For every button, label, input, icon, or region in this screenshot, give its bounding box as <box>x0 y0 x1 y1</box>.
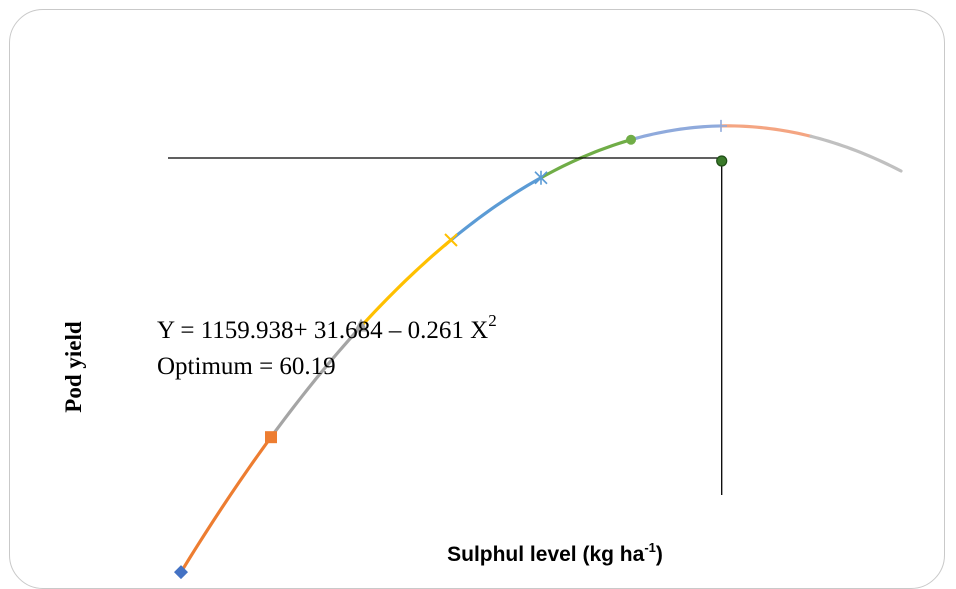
optimum-guides <box>168 155 728 495</box>
data-markers <box>174 119 727 579</box>
marker-x <box>444 233 458 247</box>
marker-plus <box>715 119 727 132</box>
optimum-point <box>716 155 728 167</box>
curve-segment <box>179 435 273 574</box>
curve-segment <box>719 124 813 138</box>
marker-star <box>534 170 548 185</box>
y-axis-label: Pod yield <box>61 321 86 413</box>
curve-segment <box>629 124 723 142</box>
regression-equation: Y = 1159.938+ 31.684 – 0.261 X2 <box>157 311 497 344</box>
marker-diamond <box>174 565 188 579</box>
curve-segment <box>809 134 903 173</box>
marker-circle <box>626 134 636 145</box>
curve-segment <box>359 238 453 329</box>
curve-segment <box>269 324 363 439</box>
marker-square <box>265 431 277 444</box>
x-axis-label: Sulphul level (kg ha-1) <box>447 540 663 566</box>
curve-segment <box>539 138 633 180</box>
marker-triangle <box>354 318 368 332</box>
chart-frame <box>9 9 945 589</box>
optimum-label: Optimum = 60.19 <box>157 353 336 380</box>
curve-segment <box>449 176 543 242</box>
curve-segments <box>179 124 903 574</box>
